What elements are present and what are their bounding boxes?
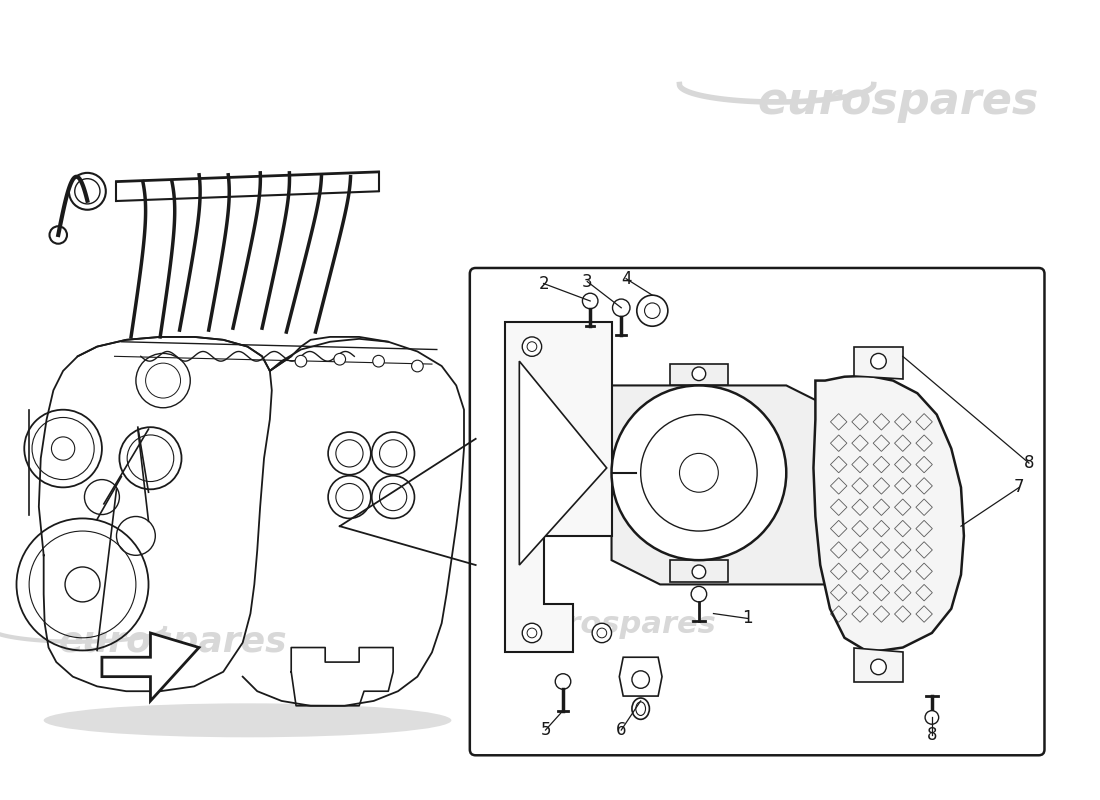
Bar [916,478,933,494]
Bar [894,585,911,601]
Bar [830,542,847,558]
Text: 1: 1 [742,610,752,627]
Bar [873,414,890,430]
Text: 2: 2 [538,274,549,293]
Text: 4: 4 [620,270,631,288]
Bar [830,520,847,537]
Bar [916,435,933,451]
Text: 6: 6 [616,721,627,739]
Bar [873,606,890,622]
Bar [916,542,933,558]
Polygon shape [519,361,607,565]
Ellipse shape [44,703,451,738]
Bar [916,585,933,601]
Bar [916,414,933,430]
Bar [916,520,933,537]
Polygon shape [670,560,728,582]
Circle shape [522,623,541,642]
Bar [830,435,847,451]
Circle shape [592,623,612,642]
Bar [873,520,890,537]
Bar [873,542,890,558]
Circle shape [613,299,630,317]
Ellipse shape [631,698,649,719]
Bar [851,499,868,515]
Bar [873,456,890,473]
Text: 3: 3 [582,273,593,290]
Text: 8: 8 [1024,454,1034,472]
Circle shape [411,360,424,372]
Bar [873,499,890,515]
Circle shape [522,337,541,356]
Bar [873,585,890,601]
Bar [916,563,933,579]
Bar [851,520,868,537]
Bar [873,563,890,579]
Polygon shape [855,647,903,682]
Polygon shape [505,322,612,652]
Bar [873,478,890,494]
Bar [830,478,847,494]
Bar [830,563,847,579]
Bar [851,478,868,494]
Bar [894,563,911,579]
Circle shape [373,355,384,367]
Text: eurospares: eurospares [525,610,717,639]
Circle shape [582,294,598,309]
Circle shape [691,586,706,602]
Bar [894,499,911,515]
Text: eurospares: eurospares [58,626,287,659]
Polygon shape [670,364,728,386]
Bar [830,585,847,601]
Bar [894,478,911,494]
Bar [851,435,868,451]
Circle shape [871,354,887,369]
Circle shape [334,354,345,365]
Bar [916,606,933,622]
Bar [894,606,911,622]
Bar [851,585,868,601]
Circle shape [692,565,706,578]
Bar [916,456,933,473]
Circle shape [556,674,571,690]
Bar [894,520,911,537]
Text: eurospares: eurospares [757,80,1038,122]
Circle shape [637,295,668,326]
Text: 5: 5 [540,721,551,739]
Polygon shape [619,658,662,696]
Polygon shape [612,386,835,585]
Bar [894,456,911,473]
Bar [830,414,847,430]
Polygon shape [102,633,199,701]
Bar [916,499,933,515]
Ellipse shape [612,386,786,560]
Bar [894,435,911,451]
Circle shape [692,367,706,381]
Bar [851,456,868,473]
Bar [830,606,847,622]
Bar [873,435,890,451]
Bar [894,542,911,558]
Bar [851,563,868,579]
Text: 7: 7 [1014,478,1024,496]
Bar [830,499,847,515]
Polygon shape [814,376,964,652]
Bar [894,414,911,430]
Circle shape [295,355,307,367]
FancyBboxPatch shape [470,268,1045,755]
Bar [830,456,847,473]
Bar [851,414,868,430]
Bar [851,542,868,558]
Bar [851,606,868,622]
Circle shape [925,710,938,724]
Circle shape [871,659,887,674]
Text: 8: 8 [926,726,937,744]
Polygon shape [855,346,903,378]
